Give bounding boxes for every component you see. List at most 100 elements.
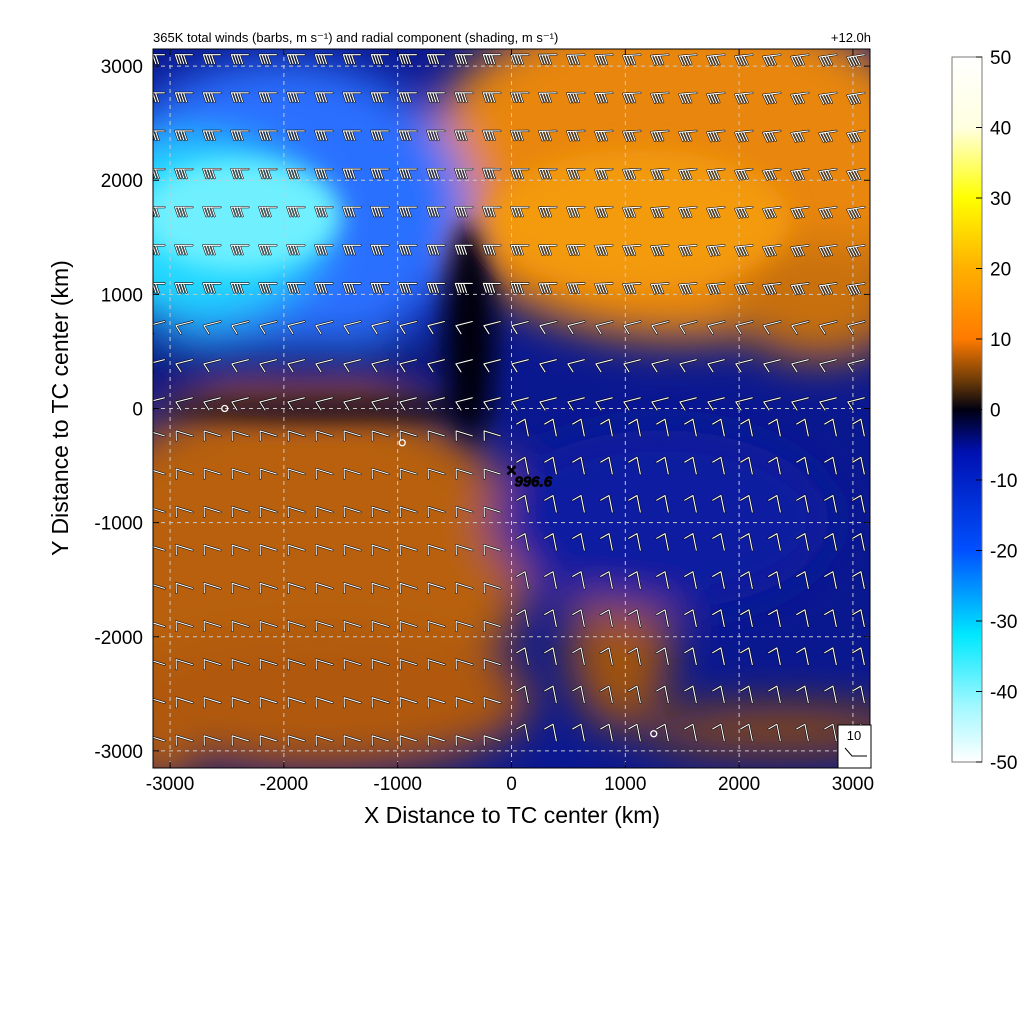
wind-barb xyxy=(650,130,669,142)
wind-barb xyxy=(650,168,669,180)
wind-barb xyxy=(594,282,613,294)
wind-barb xyxy=(734,130,753,142)
wind-barb xyxy=(370,92,389,103)
wind-barb xyxy=(287,320,305,335)
wind-barb xyxy=(482,244,501,255)
wind-barb xyxy=(398,92,417,103)
wind-barb xyxy=(153,698,165,704)
y-tick-label: -2000 xyxy=(94,628,143,649)
wind-barb xyxy=(399,659,417,670)
wind-barb xyxy=(516,609,529,628)
wind-barb xyxy=(398,130,417,141)
wind-barb xyxy=(426,206,445,217)
wind-barb xyxy=(203,735,221,746)
colorbar-tick-label: 0 xyxy=(990,401,1001,422)
wind-barb xyxy=(153,660,165,666)
wind-barb xyxy=(734,54,753,66)
wind-barb xyxy=(258,130,277,141)
wind-barb xyxy=(174,244,193,255)
wind-barb xyxy=(287,468,305,480)
chart-title: 365K total winds (barbs, m s⁻¹) and radi… xyxy=(153,30,558,45)
wind-barb xyxy=(315,320,333,335)
wind-barb xyxy=(203,397,221,411)
wind-barb xyxy=(370,54,389,65)
wind-barb xyxy=(846,282,865,296)
wind-barb xyxy=(622,206,641,218)
wind-barb xyxy=(342,54,361,65)
wind-barb xyxy=(594,92,613,103)
wind-barb xyxy=(706,92,725,104)
markers: ×996.6 xyxy=(221,404,658,738)
wind-barb xyxy=(231,320,249,335)
wind-barb xyxy=(684,456,697,475)
wind-barb xyxy=(678,244,697,256)
wind-barb xyxy=(712,723,725,742)
wind-barb xyxy=(258,92,277,103)
wind-barb xyxy=(544,609,557,628)
wind-barb xyxy=(572,723,585,742)
wind-barb xyxy=(516,647,529,666)
wind-barb xyxy=(203,430,221,441)
wind-barb xyxy=(768,571,781,589)
wind-barb xyxy=(544,418,557,437)
calm-wind-marker xyxy=(650,730,658,738)
wind-barb xyxy=(762,130,781,143)
wind-barb xyxy=(818,92,837,105)
wind-barb xyxy=(230,54,249,65)
wind-barb xyxy=(790,282,809,295)
wind-barb xyxy=(819,359,837,373)
wind-barb xyxy=(712,609,725,628)
wind-barb xyxy=(427,620,445,632)
wind-barb xyxy=(852,533,865,551)
wind-barb xyxy=(231,697,249,708)
wind-barb xyxy=(370,206,389,217)
wind-barb xyxy=(174,92,193,103)
wind-barb xyxy=(231,582,249,594)
wind-barb xyxy=(768,533,781,551)
wind-barb xyxy=(846,206,865,219)
wind-barb xyxy=(203,320,221,335)
wind-barb xyxy=(343,735,361,746)
wind-barb xyxy=(455,620,473,632)
wind-barb xyxy=(153,168,165,179)
wind-barb xyxy=(790,206,809,219)
wind-barb xyxy=(566,244,585,256)
wind-barb xyxy=(567,359,585,373)
wind-barb xyxy=(203,582,221,594)
wind-barb xyxy=(286,282,305,293)
wind-barb xyxy=(315,397,333,411)
wind-barb xyxy=(684,609,697,628)
wind-barb xyxy=(153,584,165,589)
wind-barb xyxy=(818,130,837,143)
colorbar-tick-label: 20 xyxy=(990,260,1011,281)
wind-barb xyxy=(371,359,389,373)
wind-barb xyxy=(734,282,753,295)
y-tick-label: 3000 xyxy=(101,57,143,78)
wind-barb xyxy=(678,282,697,295)
wind-barb xyxy=(399,468,417,480)
wind-barb xyxy=(371,620,389,632)
wind-barb xyxy=(483,735,501,746)
wind-barb xyxy=(286,130,305,141)
wind-barb xyxy=(796,685,809,704)
wind-barb xyxy=(175,430,193,441)
wind-barb xyxy=(762,92,781,104)
wind-barb xyxy=(454,130,473,141)
wind-barb xyxy=(852,418,865,437)
wind-barb xyxy=(174,206,193,217)
wind-barb xyxy=(796,571,809,589)
wind-barb xyxy=(852,456,865,475)
wind-barb xyxy=(852,685,865,704)
wind-barb xyxy=(538,168,557,179)
y-tick-label: 1000 xyxy=(101,285,143,306)
wind-barb xyxy=(174,130,193,141)
colorbar-tick-label: 10 xyxy=(990,330,1011,351)
wind-barb xyxy=(544,494,557,513)
wind-barb xyxy=(516,685,529,704)
wind-barb xyxy=(371,468,389,480)
wind-barb xyxy=(483,359,501,373)
wind-barb xyxy=(426,282,445,293)
wind-barb xyxy=(650,92,669,104)
wind-barb xyxy=(153,206,165,217)
wind-barb xyxy=(343,620,361,632)
